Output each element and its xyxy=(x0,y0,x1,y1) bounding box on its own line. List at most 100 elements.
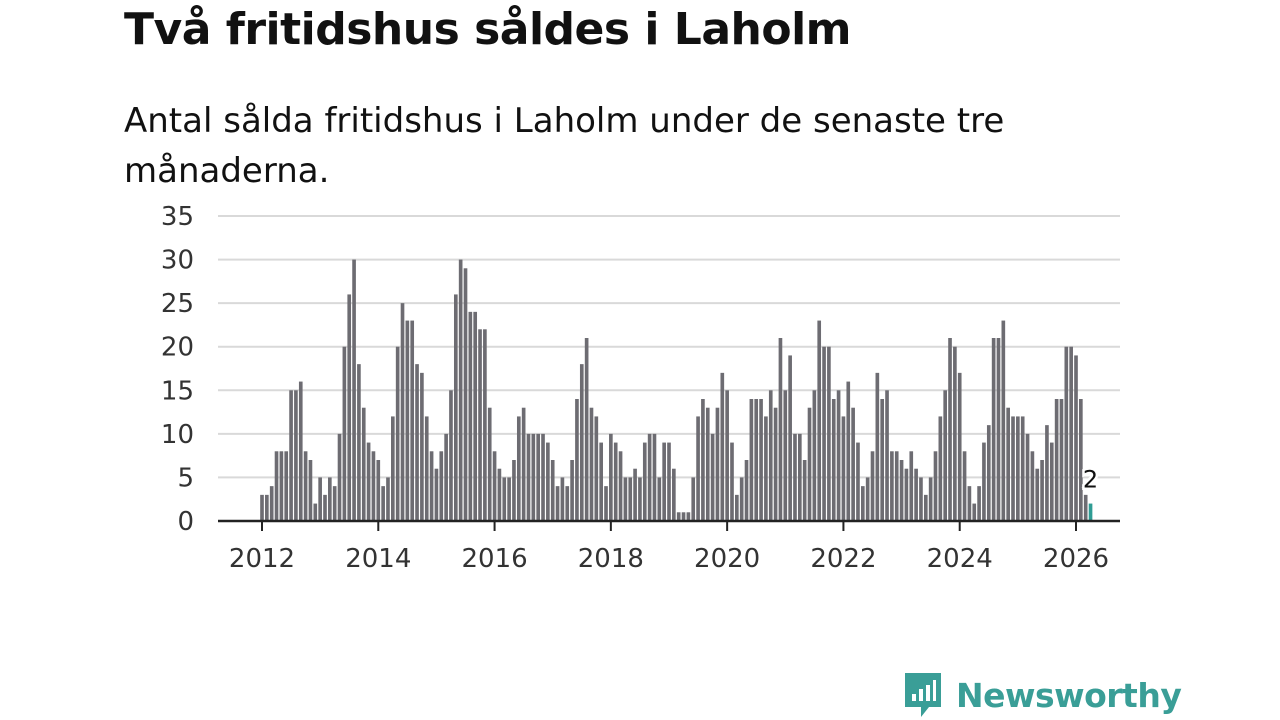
bar xyxy=(701,399,705,521)
bar xyxy=(298,381,303,521)
bar xyxy=(875,372,880,521)
bar xyxy=(817,320,822,521)
bar xyxy=(415,364,419,521)
data-label-last: 2 xyxy=(1083,466,1098,494)
bar xyxy=(749,399,754,521)
bar xyxy=(550,460,555,521)
bar xyxy=(604,486,608,521)
bar xyxy=(710,433,715,521)
bar xyxy=(269,486,274,521)
bar xyxy=(793,433,797,521)
bar xyxy=(473,311,478,521)
bar xyxy=(696,416,700,521)
bar xyxy=(1035,468,1040,521)
bar xyxy=(943,390,948,521)
bar xyxy=(768,390,773,521)
bar xyxy=(676,512,681,521)
bar xyxy=(1083,494,1088,521)
bar xyxy=(439,451,444,521)
bar xyxy=(332,486,337,521)
x-tick-label: 2014 xyxy=(345,544,411,574)
bar xyxy=(560,477,565,521)
bar xyxy=(628,477,633,521)
bar xyxy=(705,407,710,521)
bar xyxy=(841,416,846,521)
bar xyxy=(579,364,584,521)
newsworthy-logo[interactable]: Newsworthy xyxy=(902,670,1182,720)
y-tick-label: 10 xyxy=(161,420,194,450)
bar xyxy=(865,477,870,521)
brand-name: Newsworthy xyxy=(956,675,1182,715)
bar xyxy=(735,494,739,521)
bar xyxy=(894,451,899,521)
bar xyxy=(691,477,696,521)
bar xyxy=(1025,433,1030,521)
y-tick-label: 5 xyxy=(177,463,194,493)
bar xyxy=(410,320,415,521)
bar xyxy=(759,399,763,521)
bar xyxy=(1069,346,1073,521)
bar xyxy=(502,477,507,521)
bar xyxy=(977,486,981,521)
bar xyxy=(851,407,855,521)
bar xyxy=(764,416,768,521)
bar xyxy=(831,399,836,521)
bar xyxy=(492,451,497,521)
bar xyxy=(1064,346,1069,521)
bar xyxy=(715,407,720,521)
bar xyxy=(371,451,376,521)
bar xyxy=(802,460,807,521)
bar xyxy=(381,486,385,521)
bar xyxy=(483,329,487,521)
bar xyxy=(1030,451,1035,521)
bar xyxy=(599,442,603,521)
bar xyxy=(914,468,918,521)
bar xyxy=(313,503,318,521)
bar xyxy=(265,494,269,521)
bar xyxy=(730,442,734,521)
bar xyxy=(773,407,778,521)
bar xyxy=(778,338,783,521)
bar xyxy=(938,416,943,521)
bar xyxy=(667,442,671,521)
y-tick-label: 15 xyxy=(161,376,194,406)
bar xyxy=(948,338,952,521)
bar xyxy=(681,512,686,521)
bar xyxy=(672,468,676,521)
x-tick-label: 2026 xyxy=(1043,544,1109,574)
bar xyxy=(487,407,492,521)
bar xyxy=(657,477,662,521)
bar xyxy=(1045,425,1049,521)
bar xyxy=(836,390,841,521)
bar xyxy=(686,512,691,521)
bar xyxy=(1020,416,1025,521)
bar xyxy=(279,451,284,521)
newsworthy-logo-icon xyxy=(905,673,941,717)
bar xyxy=(652,433,657,521)
bar xyxy=(982,442,986,521)
bar xyxy=(429,451,434,521)
y-tick-label: 20 xyxy=(161,333,194,363)
bar xyxy=(478,329,482,521)
bar xyxy=(933,451,938,521)
bar xyxy=(827,346,831,521)
bar xyxy=(744,460,749,521)
bar xyxy=(647,433,652,521)
bar xyxy=(725,390,729,521)
bar xyxy=(260,494,264,521)
bar xyxy=(347,294,352,521)
bar xyxy=(899,460,904,521)
bar xyxy=(638,477,642,521)
bar xyxy=(812,390,817,521)
bar xyxy=(1006,407,1010,521)
bar xyxy=(739,477,744,521)
bar xyxy=(1016,416,1020,521)
bar xyxy=(463,268,468,521)
x-tick-label: 2024 xyxy=(927,544,993,574)
bar xyxy=(453,294,458,521)
bar xyxy=(294,390,298,521)
bar xyxy=(798,433,802,521)
bar xyxy=(609,433,613,521)
bar xyxy=(1059,399,1064,521)
bar xyxy=(788,355,792,521)
